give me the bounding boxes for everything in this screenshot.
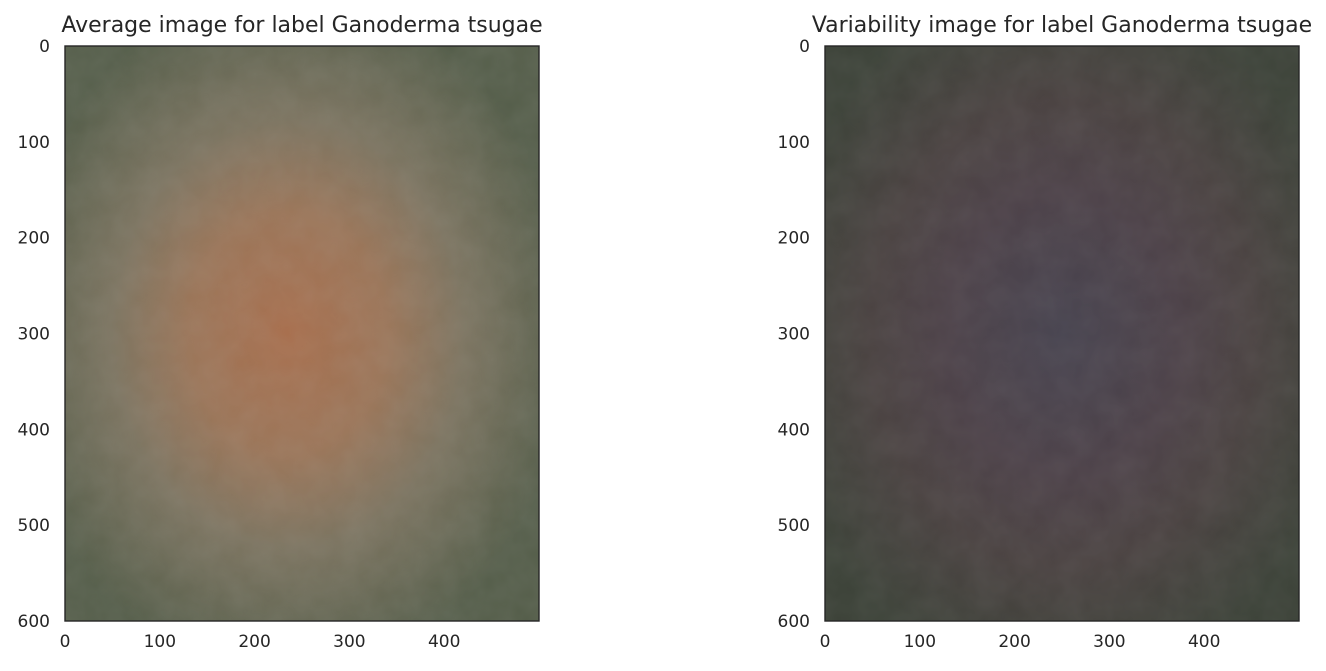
x-tick-label: 200 [238, 632, 270, 652]
y-tick-label: 400 [778, 420, 810, 440]
image-texture [825, 46, 1299, 621]
y-tick-label: 0 [39, 37, 50, 57]
x-tick-label: 0 [820, 632, 831, 652]
tick-labels: 0 100 200 300 400 0 100 200 300 400 500 600 [18, 37, 461, 652]
axes-frame [64, 45, 540, 622]
image-texture [65, 46, 539, 621]
x-tick-label: 100 [904, 632, 936, 652]
y-tick-label: 300 [778, 325, 810, 345]
panel-variability: Variability image for label Ganoderma ts… [778, 13, 1313, 652]
y-tick-label: 600 [778, 612, 810, 632]
panel-title: Variability image for label Ganoderma ts… [812, 13, 1312, 38]
tick-labels: 0 100 200 300 400 0 100 200 300 400 500 600 [778, 37, 1221, 652]
x-tick-label: 200 [998, 632, 1030, 652]
x-tick-label: 100 [144, 632, 176, 652]
y-tick-label: 0 [799, 37, 810, 57]
x-tick-label: 400 [1188, 632, 1220, 652]
y-tick-label: 300 [18, 325, 50, 345]
x-tick-label: 300 [1093, 632, 1125, 652]
y-tick-label: 100 [18, 133, 50, 153]
axes-frame [824, 45, 1300, 622]
y-tick-label: 400 [18, 420, 50, 440]
x-tick-label: 300 [333, 632, 365, 652]
y-tick-label: 500 [778, 516, 810, 536]
y-tick-label: 600 [18, 612, 50, 632]
y-tick-label: 200 [778, 229, 810, 249]
x-tick-label: 0 [60, 632, 71, 652]
y-tick-label: 200 [18, 229, 50, 249]
x-tick-label: 400 [428, 632, 460, 652]
y-tick-label: 500 [18, 516, 50, 536]
panel-title: Average image for label Ganoderma tsugae [61, 13, 542, 38]
panel-average: Average image for label Ganoderma tsugae… [18, 13, 543, 652]
y-tick-label: 100 [778, 133, 810, 153]
